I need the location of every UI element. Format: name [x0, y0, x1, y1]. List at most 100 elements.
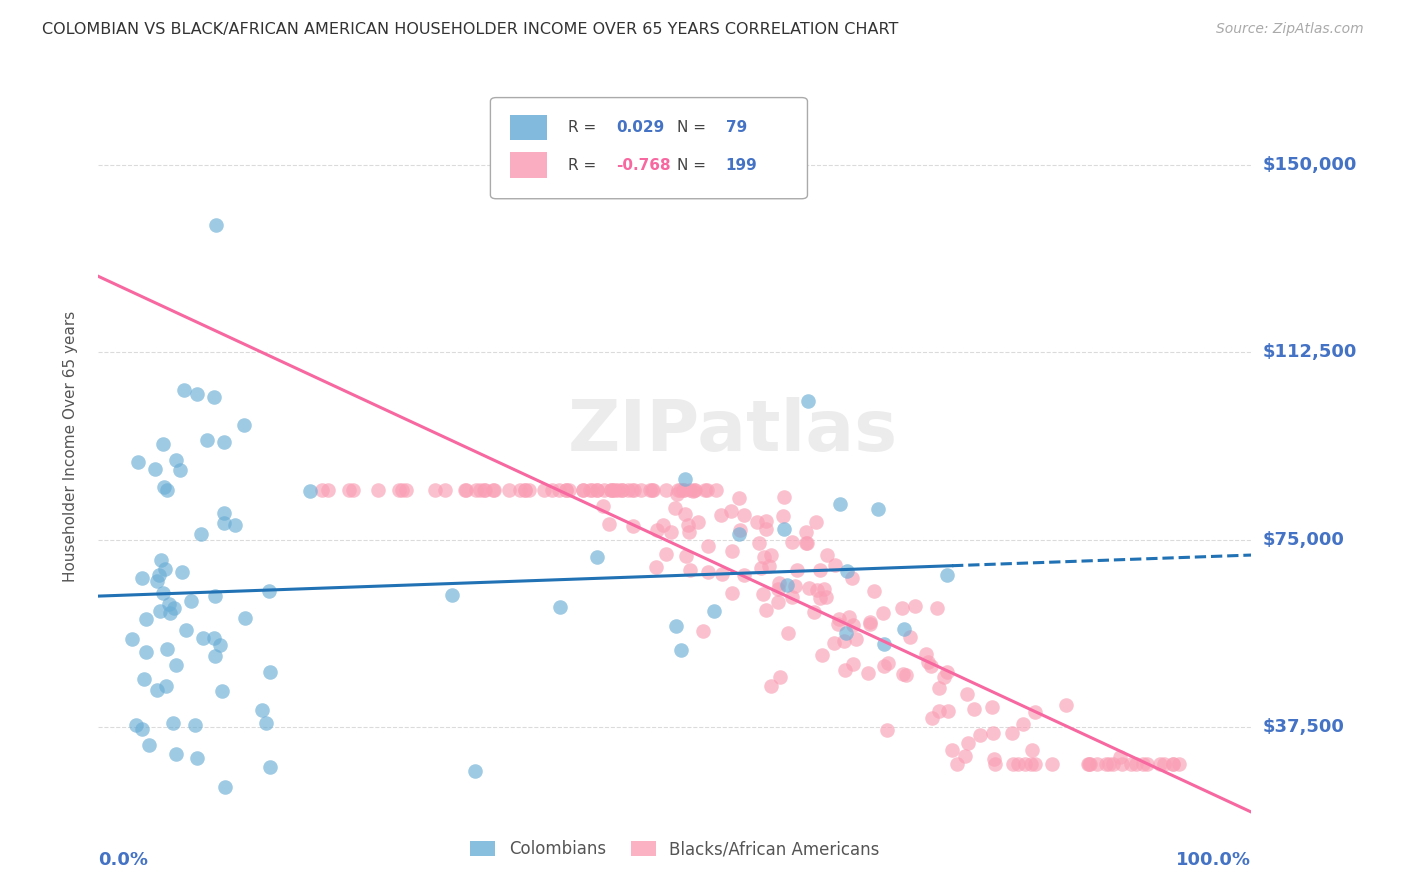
Point — [824, 558, 846, 573]
Point — [212, 434, 235, 449]
Point — [692, 624, 714, 638]
Point — [772, 490, 794, 504]
Point — [891, 601, 914, 615]
Point — [152, 436, 174, 450]
Point — [673, 472, 696, 486]
Point — [149, 604, 172, 618]
Point — [984, 757, 1007, 772]
Point — [704, 483, 727, 497]
Point — [1125, 757, 1147, 772]
Point — [766, 595, 789, 609]
Point — [868, 501, 890, 516]
Point — [498, 483, 520, 497]
Point — [555, 483, 578, 497]
Point — [548, 483, 571, 497]
Point — [623, 483, 645, 497]
Point — [813, 582, 835, 597]
Point — [728, 524, 751, 538]
Point — [1153, 757, 1175, 772]
Point — [893, 623, 915, 637]
Point — [257, 584, 280, 599]
Point — [440, 588, 463, 602]
Point — [752, 549, 775, 564]
Point — [592, 499, 614, 513]
Point — [679, 563, 702, 577]
Point — [679, 483, 702, 497]
Point — [173, 383, 195, 397]
Point — [600, 483, 623, 497]
Point — [673, 507, 696, 521]
Point — [131, 723, 153, 737]
Point — [259, 760, 281, 774]
Point — [163, 600, 186, 615]
Point — [963, 702, 986, 716]
Point — [474, 483, 496, 497]
Point — [659, 524, 682, 539]
Point — [920, 659, 942, 673]
Point — [682, 483, 704, 497]
Point — [841, 618, 863, 632]
Point — [165, 747, 187, 761]
Point — [204, 589, 226, 603]
Point — [367, 483, 389, 497]
Point — [841, 571, 863, 585]
Point — [259, 665, 281, 679]
Point — [557, 483, 579, 497]
Point — [174, 623, 197, 637]
Text: 0.0%: 0.0% — [98, 851, 149, 869]
Point — [612, 483, 634, 497]
Point — [769, 670, 792, 684]
Point — [678, 525, 700, 540]
Point — [554, 483, 576, 497]
Text: N =: N = — [678, 120, 711, 135]
Point — [823, 636, 845, 650]
Point — [641, 483, 664, 497]
Point — [696, 539, 718, 553]
Point — [156, 483, 179, 498]
Point — [134, 672, 156, 686]
Point — [651, 517, 673, 532]
Point — [834, 634, 856, 648]
Point — [755, 514, 778, 528]
Point — [1135, 757, 1157, 772]
Point — [696, 483, 718, 497]
Point — [894, 667, 917, 681]
Point — [186, 386, 208, 401]
Point — [808, 591, 831, 605]
Point — [464, 483, 486, 497]
Point — [778, 625, 800, 640]
Point — [925, 601, 948, 615]
Point — [190, 526, 212, 541]
Point — [981, 726, 1004, 740]
Point — [676, 517, 699, 532]
Point — [1168, 757, 1191, 772]
Point — [1024, 706, 1046, 720]
Point — [768, 576, 790, 591]
Point — [146, 682, 169, 697]
Point — [311, 483, 333, 497]
Point — [1078, 757, 1101, 772]
Point — [159, 606, 181, 620]
Point — [1098, 757, 1121, 772]
Point — [509, 483, 531, 497]
Point — [211, 684, 233, 698]
Point — [135, 645, 157, 659]
Point — [454, 483, 477, 497]
Point — [153, 562, 176, 576]
Point — [921, 711, 943, 725]
Point — [755, 522, 778, 536]
Point — [579, 483, 602, 497]
Point — [733, 568, 755, 582]
Point — [391, 483, 413, 497]
Point — [834, 664, 856, 678]
Point — [672, 483, 695, 497]
Point — [214, 780, 236, 794]
Point — [682, 483, 704, 498]
Point — [872, 606, 894, 620]
Point — [605, 483, 627, 497]
Text: $112,500: $112,500 — [1263, 343, 1357, 361]
Point — [205, 218, 228, 232]
Point — [433, 483, 456, 497]
Point — [212, 516, 235, 530]
Point — [454, 483, 477, 497]
